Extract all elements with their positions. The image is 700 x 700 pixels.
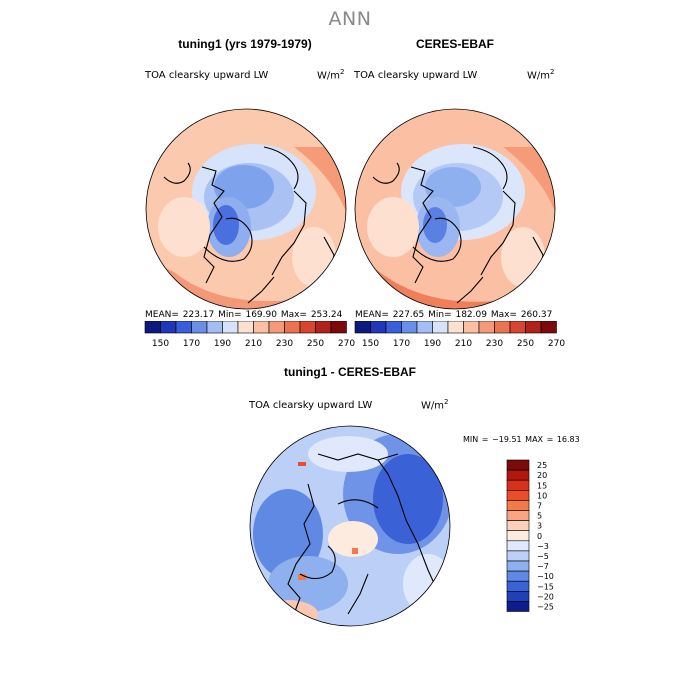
colorbar-swatch bbox=[144, 321, 161, 334]
colorbar-tick-label: 150 bbox=[152, 339, 169, 349]
colorbar-swatch bbox=[253, 321, 270, 334]
colorbar-swatch bbox=[506, 570, 530, 582]
colorbar-tick-label: 5 bbox=[537, 512, 542, 521]
colorbar-swatch bbox=[416, 321, 433, 334]
colorbar-swatch bbox=[370, 321, 387, 334]
colorbar-swatch bbox=[175, 321, 192, 334]
colorbar-tick-label: 25 bbox=[537, 461, 547, 470]
colorbar-swatch bbox=[506, 459, 530, 471]
colorbar-tick-label: 190 bbox=[214, 339, 231, 349]
colorbar-tick-label: −20 bbox=[537, 592, 554, 601]
colorbar-swatch bbox=[506, 510, 530, 521]
colorbar-swatch bbox=[506, 530, 530, 542]
colorbar-tick-label: −10 bbox=[537, 572, 554, 581]
colorbar-swatch bbox=[506, 560, 530, 572]
colorbar-swatch bbox=[268, 321, 285, 334]
diff-stats: MIN = −19.51 MAX = 16.83 bbox=[463, 435, 580, 444]
colorbar-tick-label: −25 bbox=[537, 602, 554, 611]
colorbar-swatch bbox=[401, 321, 418, 334]
colorbar-tick-label: 250 bbox=[517, 339, 534, 349]
colorbar-swatch bbox=[385, 321, 402, 334]
model-variable-label: TOA clearsky upward LW bbox=[145, 70, 269, 81]
colorbar-swatch bbox=[540, 321, 557, 334]
model-units-label: W/m2 bbox=[317, 68, 345, 82]
colorbar-tick-label: −3 bbox=[537, 542, 549, 551]
model-polar-map bbox=[145, 108, 347, 310]
colorbar-tick-label: 230 bbox=[276, 339, 293, 349]
colorbar-swatch bbox=[160, 321, 177, 334]
diff-variable-label: TOA clearsky upward LW bbox=[249, 400, 373, 411]
obs-stats: MEAN= 227.65 Min= 182.09 Max= 260.37 bbox=[355, 310, 553, 320]
model-panel-title: tuning1 (yrs 1979-1979) bbox=[178, 37, 312, 51]
colorbar-tick-label: 10 bbox=[537, 491, 547, 500]
colorbar-swatch bbox=[354, 321, 371, 334]
model-colorbar: 150170190210230250270290 bbox=[144, 321, 355, 349]
colorbar-swatch bbox=[494, 321, 511, 334]
colorbar-swatch bbox=[315, 321, 332, 334]
colorbar-swatch bbox=[506, 550, 530, 562]
colorbar-tick-label: 20 bbox=[537, 471, 547, 480]
colorbar-swatch bbox=[447, 321, 464, 334]
colorbar-swatch bbox=[506, 479, 530, 491]
colorbar-tick-label: 190 bbox=[424, 339, 441, 349]
colorbar-tick-label: 170 bbox=[183, 339, 200, 349]
colorbar-swatch bbox=[525, 321, 542, 334]
colorbar-tick-label: −7 bbox=[537, 562, 549, 571]
diff-polar-map bbox=[249, 425, 451, 627]
colorbar-swatch bbox=[206, 321, 223, 334]
diff-units-label: W/m2 bbox=[421, 398, 449, 412]
colorbar-swatch bbox=[284, 321, 301, 334]
colorbar-tick-label: −5 bbox=[537, 552, 549, 561]
colorbar-swatch bbox=[506, 520, 530, 531]
colorbar-tick-label: 270 bbox=[338, 339, 355, 349]
colorbar-swatch bbox=[506, 580, 530, 592]
obs-variable-label: TOA clearsky upward LW bbox=[354, 70, 478, 81]
colorbar-swatch bbox=[506, 591, 530, 602]
colorbar-tick-label: 170 bbox=[393, 339, 410, 349]
colorbar-tick-label: 3 bbox=[537, 522, 542, 531]
obs-units-label: W/m2 bbox=[527, 68, 555, 82]
colorbar-swatch bbox=[432, 321, 449, 334]
figure-title: ANN bbox=[328, 8, 372, 30]
colorbar-tick-label: −15 bbox=[537, 582, 554, 591]
diff-panel-title: tuning1 - CERES-EBAF bbox=[284, 365, 416, 379]
colorbar-tick-label: 0 bbox=[537, 532, 542, 541]
colorbar-tick-label: 7 bbox=[537, 501, 542, 510]
colorbar-tick-label: 210 bbox=[245, 339, 262, 349]
colorbar-tick-label: 250 bbox=[307, 339, 324, 349]
colorbar-swatch bbox=[509, 321, 526, 334]
colorbar-swatch bbox=[330, 321, 347, 334]
obs-panel-title: CERES-EBAF bbox=[415, 37, 494, 51]
colorbar-swatch bbox=[299, 321, 316, 334]
colorbar-swatch bbox=[506, 469, 530, 481]
obs-colorbar: 150170190210230250270290 bbox=[354, 321, 565, 349]
colorbar-tick-label: 230 bbox=[486, 339, 503, 349]
colorbar-tick-label: 270 bbox=[548, 339, 565, 349]
obs-polar-map bbox=[354, 108, 556, 310]
colorbar-tick-label: 15 bbox=[537, 481, 547, 490]
model-stats: MEAN= 223.17 Min= 169.90 Max= 253.24 bbox=[145, 310, 343, 320]
colorbar-swatch bbox=[237, 321, 254, 334]
colorbar-swatch bbox=[478, 321, 495, 334]
colorbar-swatch bbox=[506, 489, 530, 501]
colorbar-swatch bbox=[506, 500, 530, 511]
colorbar-swatch bbox=[222, 321, 239, 334]
colorbar-swatch bbox=[506, 540, 530, 552]
colorbar-swatch bbox=[191, 321, 208, 334]
colorbar-swatch bbox=[506, 601, 530, 612]
colorbar-swatch bbox=[463, 321, 480, 334]
colorbar-tick-label: 210 bbox=[455, 339, 472, 349]
colorbar-tick-label: 150 bbox=[362, 339, 379, 349]
